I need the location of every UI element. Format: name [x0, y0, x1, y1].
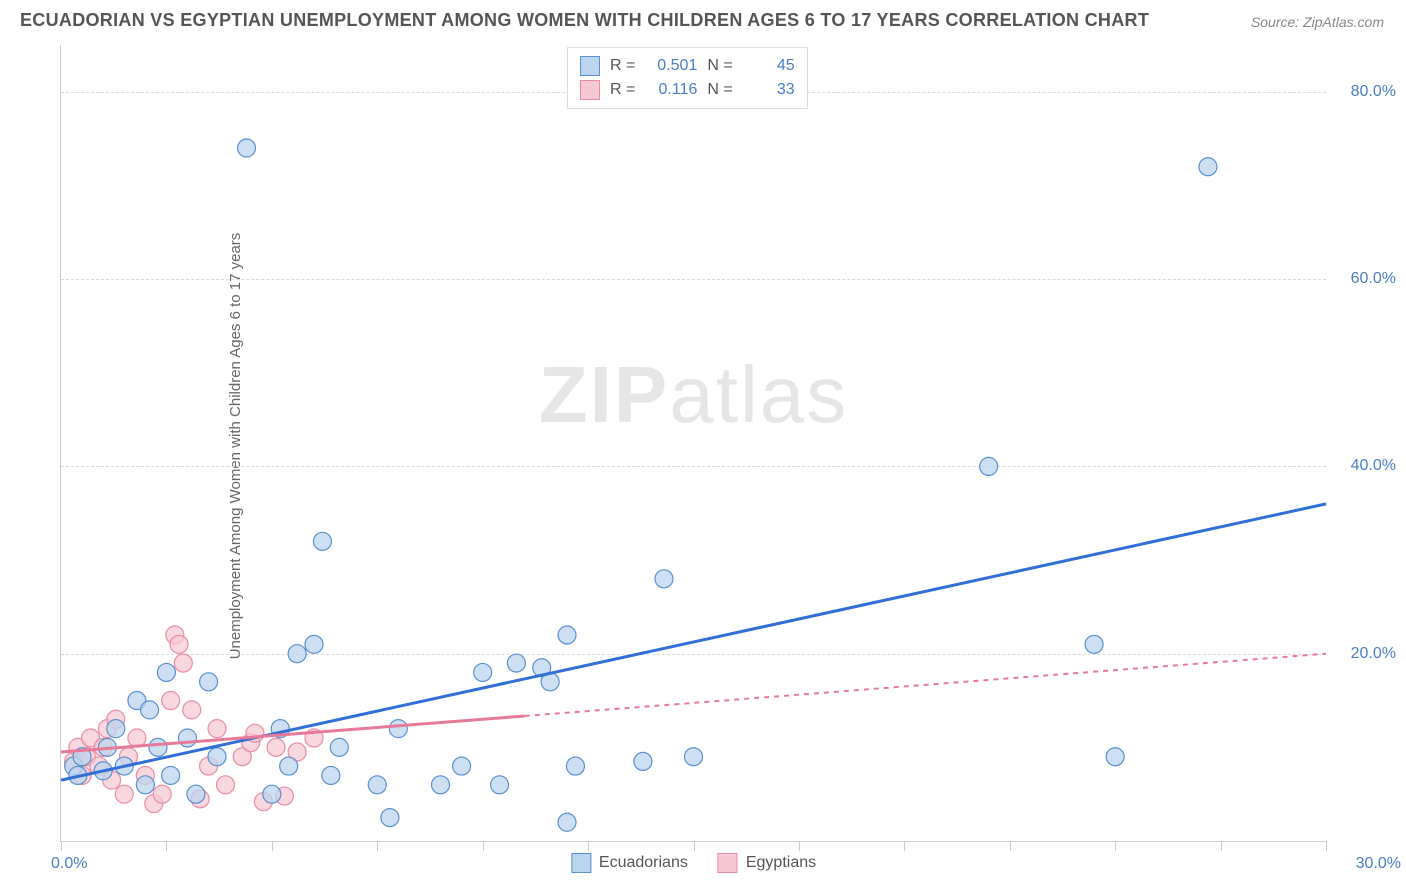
legend-series: Ecuadorians Egyptians: [571, 853, 816, 873]
data-point: [208, 748, 226, 766]
x-tick: [1010, 841, 1011, 851]
data-point: [1085, 635, 1103, 653]
x-tick: [166, 841, 167, 851]
legend-n-value-ecuadorians: 45: [743, 57, 795, 75]
data-point: [566, 757, 584, 775]
data-point: [136, 776, 154, 794]
legend-item-egyptians: Egyptians: [718, 853, 816, 873]
data-point: [170, 635, 188, 653]
legend-swatch-ecuadorians: [571, 853, 591, 873]
data-point: [507, 654, 525, 672]
chart-title: ECUADORIAN VS EGYPTIAN UNEMPLOYMENT AMON…: [20, 10, 1149, 31]
legend-n-label: N =: [707, 81, 732, 99]
data-point: [179, 729, 197, 747]
legend-row-ecuadorians: R = 0.501 N = 45: [580, 54, 795, 78]
y-tick-label: 40.0%: [1336, 457, 1396, 475]
x-tick: [694, 841, 695, 851]
scatter-svg: [61, 45, 1326, 841]
legend-r-label: R =: [610, 57, 635, 75]
legend-r-value-egyptians: 0.116: [645, 81, 697, 99]
data-point: [655, 570, 673, 588]
data-point: [162, 766, 180, 784]
data-point: [368, 776, 386, 794]
legend-swatch-ecuadorians: [580, 56, 600, 76]
x-tick: [483, 841, 484, 851]
data-point: [263, 785, 281, 803]
x-tick: [1221, 841, 1222, 851]
data-point: [107, 720, 125, 738]
x-tick: [904, 841, 905, 851]
data-point: [238, 139, 256, 157]
data-point: [381, 809, 399, 827]
data-point: [1106, 748, 1124, 766]
data-point: [174, 654, 192, 672]
legend-r-label: R =: [610, 81, 635, 99]
data-point: [1199, 158, 1217, 176]
data-point: [474, 663, 492, 681]
data-point: [183, 701, 201, 719]
chart-plot-area: ZIPatlas 20.0%40.0%60.0%80.0% 0.0% 30.0%…: [60, 45, 1326, 842]
legend-correlation: R = 0.501 N = 45 R = 0.116 N = 33: [567, 47, 808, 109]
y-tick-label: 80.0%: [1336, 83, 1396, 101]
x-tick: [799, 841, 800, 851]
legend-item-ecuadorians: Ecuadorians: [571, 853, 688, 873]
data-point: [330, 738, 348, 756]
x-tick: [1326, 841, 1327, 851]
data-point: [305, 635, 323, 653]
data-point: [162, 692, 180, 710]
data-point: [389, 720, 407, 738]
data-point: [491, 776, 509, 794]
x-axis-start-label: 0.0%: [51, 855, 87, 873]
data-point: [267, 738, 285, 756]
data-point: [208, 720, 226, 738]
data-point: [322, 766, 340, 784]
y-tick-label: 60.0%: [1336, 270, 1396, 288]
legend-n-label: N =: [707, 57, 732, 75]
legend-swatch-egyptians: [718, 853, 738, 873]
data-point: [153, 785, 171, 803]
data-point: [980, 457, 998, 475]
data-point: [115, 785, 133, 803]
data-point: [288, 645, 306, 663]
legend-label-egyptians: Egyptians: [746, 854, 816, 872]
x-tick: [272, 841, 273, 851]
data-point: [149, 738, 167, 756]
trend-line-extrapolated: [525, 654, 1326, 716]
data-point: [157, 663, 175, 681]
data-point: [280, 757, 298, 775]
data-point: [200, 673, 218, 691]
data-point: [141, 701, 159, 719]
data-point: [453, 757, 471, 775]
data-point: [216, 776, 234, 794]
x-tick: [588, 841, 589, 851]
data-point: [432, 776, 450, 794]
x-tick: [377, 841, 378, 851]
legend-r-value-ecuadorians: 0.501: [645, 57, 697, 75]
x-tick: [61, 841, 62, 851]
data-point: [558, 626, 576, 644]
source-label: Source: ZipAtlas.com: [1251, 14, 1384, 30]
legend-n-value-egyptians: 33: [743, 81, 795, 99]
data-point: [187, 785, 205, 803]
data-point: [685, 748, 703, 766]
legend-row-egyptians: R = 0.116 N = 33: [580, 78, 795, 102]
x-axis-end-label: 30.0%: [1356, 855, 1401, 873]
data-point: [313, 532, 331, 550]
legend-label-ecuadorians: Ecuadorians: [599, 854, 688, 872]
y-tick-label: 20.0%: [1336, 645, 1396, 663]
legend-swatch-egyptians: [580, 80, 600, 100]
data-point: [558, 813, 576, 831]
x-tick: [1115, 841, 1116, 851]
data-point: [634, 752, 652, 770]
